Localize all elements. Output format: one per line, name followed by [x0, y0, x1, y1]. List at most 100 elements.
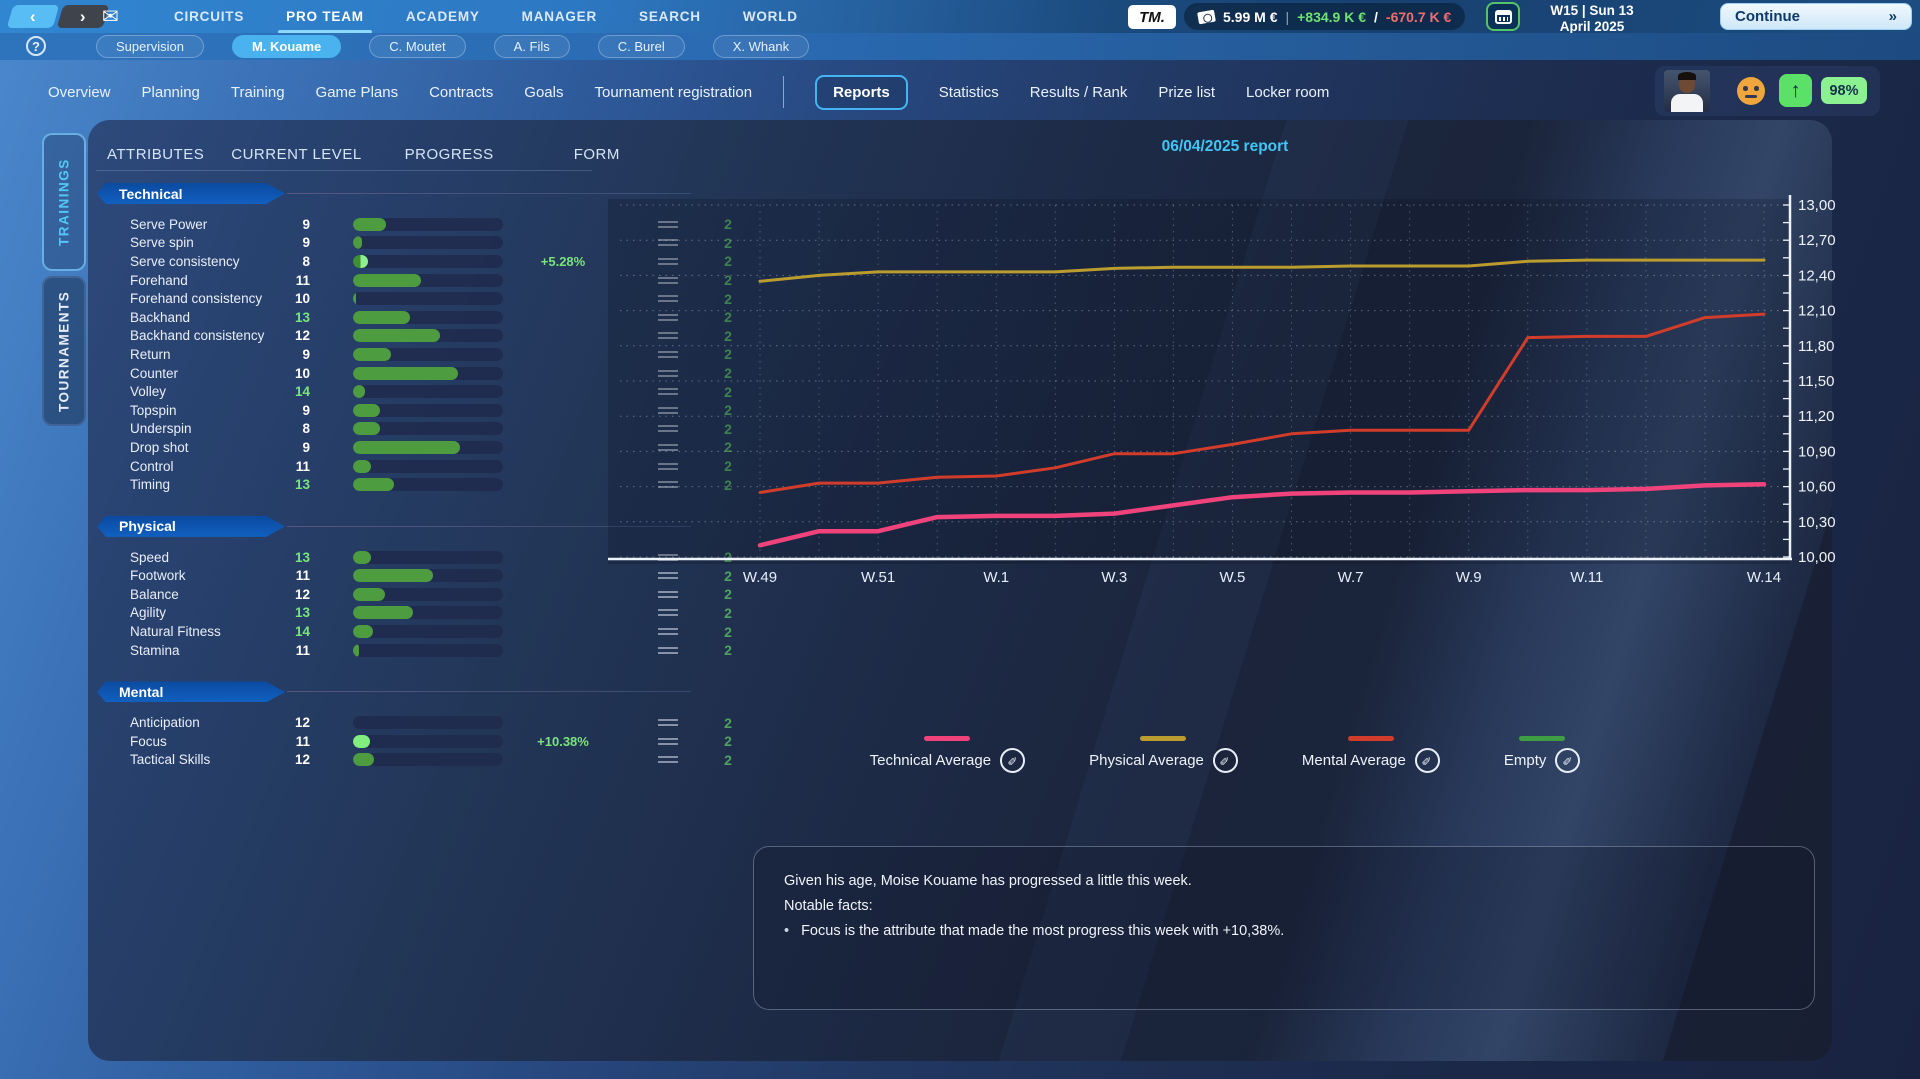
game-date-month: April 2025: [1559, 19, 1625, 35]
nav-item-search[interactable]: SEARCH: [639, 9, 701, 24]
attribute-value: 10: [294, 365, 310, 381]
tab-goals[interactable]: Goals: [524, 83, 564, 101]
side-tab-trainings[interactable]: TRAININGS: [42, 133, 86, 271]
training-intensity-dash-icon: [658, 425, 678, 433]
tab-training[interactable]: Training: [230, 83, 285, 101]
training-intensity-dash-icon: [658, 350, 678, 358]
training-count: 2: [713, 458, 743, 474]
attribute-progress-track: [353, 385, 503, 399]
attribute-progress-fill: [353, 347, 391, 361]
attribute-row: Agility 13 2: [130, 604, 760, 623]
attribute-label: Topspin: [130, 402, 177, 418]
tab-overview[interactable]: Overview: [48, 83, 111, 101]
nav-item-pro-team[interactable]: PRO TEAM: [278, 0, 372, 34]
svg-text:12,40: 12,40: [1798, 267, 1836, 284]
player-tab-c-moutet[interactable]: C. Moutet: [369, 35, 466, 58]
tab-contracts[interactable]: Contracts: [429, 83, 494, 101]
training-intensity-dash-icon: [658, 239, 678, 247]
subtab-current-level[interactable]: CURRENT LEVEL: [231, 146, 362, 163]
training-intensity-dash-icon: [658, 462, 678, 470]
section-header-mental: Mental: [97, 681, 760, 703]
legend-edit-button[interactable]: ✎: [1000, 748, 1026, 773]
finance-separator: |: [1285, 8, 1290, 25]
attribute-progress-track: [353, 606, 503, 620]
svg-text:W.9: W.9: [1456, 569, 1482, 586]
attribute-progress-fill: [353, 734, 370, 748]
subtab-form[interactable]: FORM: [573, 146, 620, 163]
attribute-progress-track: [353, 217, 503, 231]
svg-text:W.51: W.51: [861, 569, 895, 586]
tab-statistics[interactable]: Statistics: [938, 83, 999, 101]
nav-item-circuits[interactable]: CIRCUITS: [174, 9, 245, 24]
continue-label: Continue: [1735, 8, 1800, 25]
attribute-label: Tactical Skills: [130, 752, 211, 768]
legend-edit-button[interactable]: ✎: [1212, 748, 1238, 773]
pencil-icon: ✎: [1005, 755, 1020, 766]
attribute-label: Footwork: [130, 568, 186, 584]
section-header-physical: Physical: [97, 515, 760, 537]
tab-reports[interactable]: Reports: [815, 74, 908, 110]
legend-row: Mental Average ✎: [1302, 748, 1440, 773]
attribute-progress-track: [353, 403, 503, 417]
expense-amount: -670.7 K €: [1385, 8, 1452, 25]
avatar[interactable]: [1664, 70, 1710, 112]
player-tab-m-kouame[interactable]: M. Kouame: [231, 35, 342, 58]
attribute-value: 10: [294, 291, 310, 307]
continue-button[interactable]: Continue »: [1720, 3, 1912, 30]
progress-chart: 10,00 10,30 10,60 10,90 11,20 11,50 11,80 12,10…: [600, 190, 1850, 590]
player-tab-x-whank[interactable]: X. Whank: [712, 35, 810, 58]
attribute-row: Focus 11 +10.38% 2: [130, 732, 760, 751]
training-intensity-dash-icon: [658, 646, 678, 654]
nav-item-academy[interactable]: ACADEMY: [405, 9, 480, 24]
player-tab-c-burel[interactable]: C. Burel: [597, 35, 685, 58]
svg-text:11,20: 11,20: [1798, 408, 1834, 425]
calendar-button[interactable]: [1486, 2, 1520, 31]
notes-subheading: Notable facts:: [784, 898, 873, 914]
attribute-progress-track: [353, 753, 503, 767]
mail-icon[interactable]: ✉: [102, 6, 119, 28]
training-count: 2: [724, 604, 732, 621]
tab-locker-room[interactable]: Locker room: [1246, 83, 1330, 101]
attribute-value: 9: [302, 439, 310, 455]
attribute-progress-track: [353, 716, 503, 730]
side-tab-tournaments[interactable]: TOURNAMENTS: [42, 276, 86, 426]
tab-game-plans[interactable]: Game Plans: [315, 83, 399, 101]
nav-item-world[interactable]: WORLD: [742, 9, 798, 24]
player-tab-a-fils[interactable]: A. Fils: [493, 35, 570, 58]
attribute-progress-fill: [353, 329, 440, 343]
tab-prize-list[interactable]: Prize list: [1158, 83, 1216, 101]
subtab-progress[interactable]: PROGRESS: [404, 146, 494, 163]
svg-text:W.5: W.5: [1220, 569, 1246, 586]
help-icon[interactable]: ?: [26, 36, 46, 56]
nav-item-manager[interactable]: MANAGER: [521, 9, 598, 24]
legend-edit-button[interactable]: ✎: [1414, 748, 1440, 773]
player-tab-supervision[interactable]: Supervision: [96, 35, 204, 58]
attribute-value: 11: [295, 458, 310, 474]
back-icon: ‹: [30, 6, 36, 26]
attribute-label: Stamina: [130, 642, 180, 658]
pencil-icon: ✎: [1218, 755, 1233, 766]
legend-edit-button[interactable]: ✎: [1555, 748, 1581, 773]
tab-tournament-registration[interactable]: Tournament registration: [594, 83, 753, 101]
back-button[interactable]: ‹: [6, 5, 60, 28]
balance-amount: 5.99 M €: [1223, 8, 1278, 25]
attribute-progress-track: [353, 478, 503, 492]
main-nav: CIRCUITS PRO TEAM ACADEMY MANAGER SEARCH WORL…: [172, 0, 800, 34]
attribute-progress-fill: [353, 366, 458, 380]
subtab-attributes[interactable]: ATTRIBUTES: [107, 146, 205, 163]
legend-row: Physical Average ✎: [1089, 748, 1238, 773]
attribute-label: Speed: [130, 549, 170, 565]
attribute-value: 13: [294, 477, 310, 493]
tab-results-rank[interactable]: Results / Rank: [1029, 83, 1128, 101]
svg-text:10,60: 10,60: [1798, 479, 1836, 496]
training-intensity-dash-icon: [658, 369, 678, 377]
weekly-report-notes: Given his age, Moise Kouame has progress…: [753, 846, 1815, 1010]
tab-planning[interactable]: Planning: [141, 83, 200, 101]
calendar-icon: [1494, 9, 1512, 24]
section-header-line: [287, 525, 691, 527]
training-intensity-dash-icon: [658, 443, 678, 451]
tm-logo: TM.: [1128, 5, 1176, 29]
training-count: 2: [713, 402, 743, 418]
training-count: 2: [713, 216, 743, 232]
chart-legend: Technical Average ✎ Physical Average ✎ Menta…: [600, 736, 1850, 773]
